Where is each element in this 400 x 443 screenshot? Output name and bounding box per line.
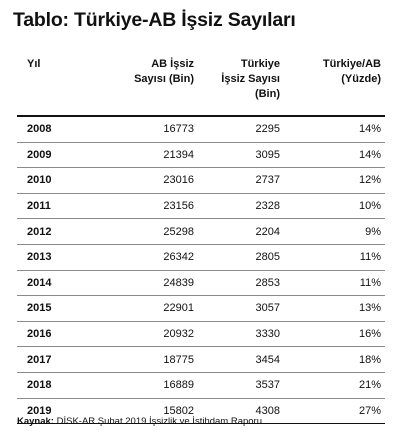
table-row: 2014 24839 2853 11%	[17, 270, 385, 297]
table-row: 2009 21394 3095 14%	[17, 142, 385, 169]
table-row: 2013 26342 2805 11%	[17, 244, 385, 271]
header-eu-unemployed: AB İşsiz Sayısı (Bin)	[103, 46, 198, 117]
year-cell: 2019	[17, 398, 103, 425]
header-ratio: Türkiye/AB (Yüzde)	[284, 46, 385, 117]
year-cell: 2008	[17, 116, 103, 143]
header-line: İşsiz Sayısı	[221, 73, 280, 85]
turkey-unemployed-cell: 2853	[198, 270, 284, 297]
eu-unemployed-cell: 20932	[103, 321, 198, 348]
turkey-unemployed-cell: 3454	[198, 346, 284, 373]
ratio-cell: 13%	[284, 295, 385, 322]
header-line: Sayısı (Bin)	[134, 73, 194, 85]
ratio-cell: 14%	[284, 116, 385, 143]
eu-unemployed-cell: 26342	[103, 244, 198, 271]
year-cell: 2010	[17, 167, 103, 194]
ratio-cell: 21%	[284, 372, 385, 399]
table-row: 2019 15802 4308 27%	[17, 398, 385, 425]
turkey-unemployed-cell: 3095	[198, 142, 284, 169]
table-header-row: Yıl AB İşsiz Sayısı (Bin) Türkiye İşsiz Sayı…	[17, 46, 385, 117]
eu-unemployed-cell: 23016	[103, 167, 198, 194]
turkey-unemployed-cell: 4308	[198, 398, 284, 425]
eu-unemployed-cell: 16889	[103, 372, 198, 399]
table-row: 2008 16773 2295 14%	[17, 116, 385, 143]
header-turkey-unemployed: Türkiye İşsiz Sayısı (Bin)	[198, 46, 284, 117]
eu-unemployed-cell: 18775	[103, 346, 198, 373]
page-title: Tablo: Türkiye-AB İşsiz Sayıları	[13, 9, 296, 31]
ratio-cell: 18%	[284, 346, 385, 373]
eu-unemployed-cell: 22901	[103, 295, 198, 322]
turkey-unemployed-cell: 3057	[198, 295, 284, 322]
ratio-cell: 27%	[284, 398, 385, 425]
turkey-unemployed-cell: 2204	[198, 218, 284, 245]
table-row: 2016 20932 3330 16%	[17, 321, 385, 348]
year-cell: 2016	[17, 321, 103, 348]
header-line: Yıl	[27, 58, 41, 70]
table-row: 2015 22901 3057 13%	[17, 295, 385, 322]
year-cell: 2017	[17, 346, 103, 373]
ratio-cell: 16%	[284, 321, 385, 348]
table-row: 2011 23156 2328 10%	[17, 193, 385, 220]
eu-unemployed-cell: 24839	[103, 270, 198, 297]
source-label: Kaynak:	[17, 416, 54, 427]
table-row: 2012 25298 2204 9%	[17, 218, 385, 245]
table-row: 2010 23016 2737 12%	[17, 167, 385, 194]
eu-unemployed-cell: 21394	[103, 142, 198, 169]
ratio-cell: 12%	[284, 167, 385, 194]
ratio-cell: 9%	[284, 218, 385, 245]
unemployment-table: Yıl AB İşsiz Sayısı (Bin) Türkiye İşsiz Sayı…	[17, 46, 385, 425]
eu-unemployed-cell: 16773	[103, 116, 198, 143]
eu-unemployed-cell: 25298	[103, 218, 198, 245]
table-body: 2008 16773 2295 14% 2009 21394 3095 14% 2010 2301…	[17, 116, 385, 425]
year-cell: 2013	[17, 244, 103, 271]
year-cell: 2012	[17, 218, 103, 245]
year-cell: 2015	[17, 295, 103, 322]
turkey-unemployed-cell: 2328	[198, 193, 284, 220]
year-cell: 2018	[17, 372, 103, 399]
source-text: DİSK-AR Şubat 2019 İşsizlik ve İstihdam …	[53, 416, 263, 427]
header-line: (Yüzde)	[341, 73, 381, 85]
table-row: 2018 16889 3537 21%	[17, 372, 385, 399]
turkey-unemployed-cell: 2805	[198, 244, 284, 271]
turkey-unemployed-cell: 3537	[198, 372, 284, 399]
source-note: Kaynak: DİSK-AR Şubat 2019 İşsizlik ve İ…	[17, 416, 262, 427]
year-cell: 2014	[17, 270, 103, 297]
header-line: AB İşsiz	[151, 58, 194, 70]
turkey-unemployed-cell: 2737	[198, 167, 284, 194]
header-line: (Bin)	[254, 88, 280, 100]
header-line: Türkiye	[240, 58, 280, 70]
ratio-cell: 14%	[284, 142, 385, 169]
turkey-unemployed-cell: 3330	[198, 321, 284, 348]
ratio-cell: 11%	[284, 244, 385, 271]
eu-unemployed-cell: 15802	[103, 398, 198, 425]
year-cell: 2011	[17, 193, 103, 220]
ratio-cell: 11%	[284, 270, 385, 297]
header-year: Yıl	[17, 46, 103, 117]
ratio-cell: 10%	[284, 193, 385, 220]
table-row: 2017 18775 3454 18%	[17, 346, 385, 373]
year-cell: 2009	[17, 142, 103, 169]
header-line: Türkiye/AB	[322, 58, 381, 70]
eu-unemployed-cell: 23156	[103, 193, 198, 220]
turkey-unemployed-cell: 2295	[198, 116, 284, 143]
